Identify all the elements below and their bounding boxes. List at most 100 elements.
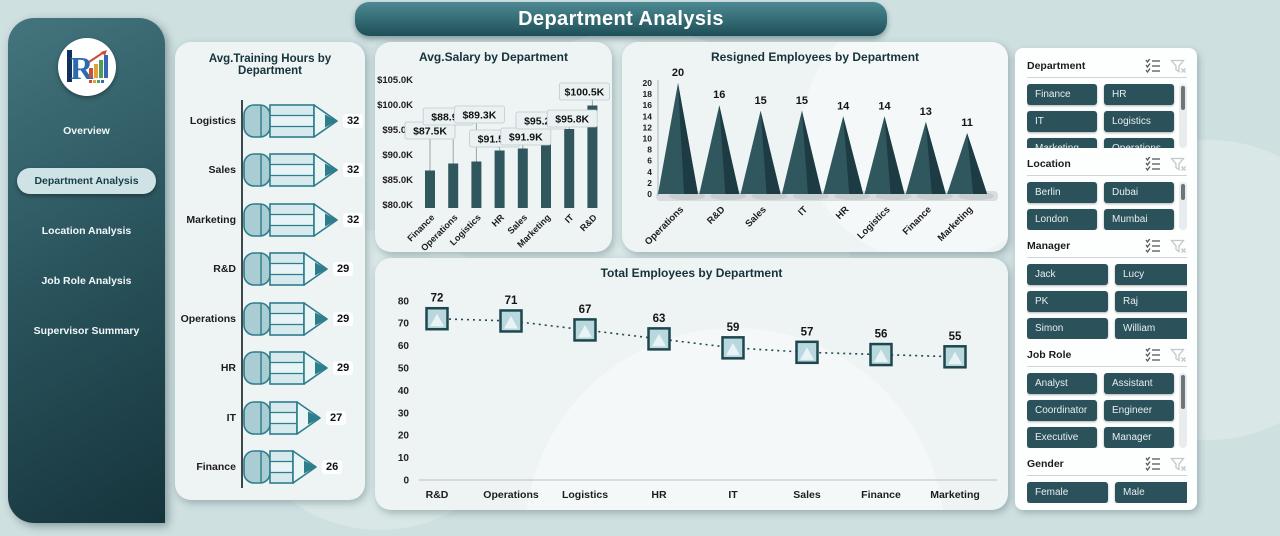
slicer-option-simon[interactable]: Simon (1027, 318, 1108, 339)
salary-bar-operations[interactable] (448, 163, 459, 209)
slicer-option-berlin[interactable]: Berlin (1027, 182, 1097, 203)
slicer-option-assistant[interactable]: Assistant (1104, 373, 1174, 394)
data-label: $89.3K (462, 110, 496, 122)
slicer-option-it[interactable]: IT (1027, 111, 1097, 132)
pencil-bar[interactable] (243, 103, 338, 138)
slicer-option-lucy[interactable]: Lucy (1115, 264, 1187, 285)
total-chart-title: Total Employees by Department (600, 266, 783, 280)
salary-bar-logistics[interactable] (471, 161, 482, 209)
slicer-option-analyst[interactable]: Analyst (1027, 373, 1097, 394)
data-label: $100.5K (565, 87, 605, 99)
slicer-option-jack[interactable]: Jack (1027, 264, 1108, 285)
salary-chart-card: Avg.Salary by Department $105.0K $100.0K $… (375, 42, 612, 252)
category-label: Logistics (189, 114, 236, 127)
sidebar-item-department-analysis[interactable]: Department Analysis (17, 168, 156, 194)
slicer-option-london[interactable]: London (1027, 209, 1097, 230)
multi-select-icon[interactable] (1145, 59, 1161, 73)
multi-select-icon[interactable] (1145, 157, 1161, 171)
salary-bar-sales[interactable] (517, 148, 528, 209)
clear-filter-icon[interactable] (1170, 239, 1187, 254)
slicer-option-logistics[interactable]: Logistics (1104, 111, 1174, 132)
data-label: $87.5K (413, 126, 447, 138)
slicer-option-dubai[interactable]: Dubai (1104, 182, 1174, 203)
category-label: R&D (213, 263, 236, 276)
slicer-title: Department (1027, 60, 1086, 72)
salary-bar-it[interactable] (564, 129, 575, 208)
sidebar-item-overview[interactable]: Overview (63, 125, 110, 137)
slicer-option-coordinator[interactable]: Coordinator (1027, 400, 1097, 421)
value-label: 15 (796, 95, 808, 107)
x-tick-label: IT (796, 204, 810, 218)
salary-bar-hr[interactable] (494, 150, 505, 209)
training-row-hr[interactable]: HR 29 (179, 344, 363, 394)
slicer-panel: Department Finance HR IT Logistics Marketing O… (1015, 48, 1197, 510)
slicer-option-female[interactable]: Female (1027, 482, 1108, 503)
y-tick-label: $85.0K (382, 175, 413, 186)
clear-filter-icon[interactable] (1170, 59, 1187, 74)
slicer-option-hr[interactable]: HR (1104, 84, 1174, 105)
training-row-marketing[interactable]: Marketing 32 (179, 195, 364, 245)
slicer-scrollbar[interactable] (1179, 373, 1187, 448)
multi-select-icon[interactable] (1145, 348, 1161, 362)
y-tick-label: 10 (398, 453, 410, 464)
slicer-option-raj[interactable]: Raj (1115, 291, 1187, 312)
training-row-sales[interactable]: Sales 32 (179, 146, 364, 196)
clear-filter-icon[interactable] (1170, 348, 1187, 363)
y-tick-label: $95.0K (382, 125, 413, 136)
slicer-scrollbar[interactable] (1179, 182, 1187, 230)
slicer-option-marketing[interactable]: Marketing (1027, 138, 1097, 148)
pencil-bar[interactable] (243, 450, 317, 485)
salary-chart: $105.0K $100.0K $95.0K $90.0K $85.0K $80.0K $8… (377, 75, 610, 252)
pencil-bar[interactable] (243, 301, 328, 336)
training-row-logistics[interactable]: Logistics 32 (179, 96, 364, 146)
training-row-it[interactable]: IT 27 (179, 393, 363, 443)
x-tick-label: Logistics (562, 489, 608, 501)
sidebar-item-job-role-analysis[interactable]: Job Role Analysis (41, 275, 132, 287)
category-label: IT (226, 411, 236, 424)
slicer-option-operations[interactable]: Operations (1104, 138, 1174, 148)
slicer-option-finance[interactable]: Finance (1027, 84, 1097, 105)
slicer-option-engineer[interactable]: Engineer (1104, 400, 1174, 421)
training-row-finance[interactable]: Finance 26 (179, 443, 363, 493)
y-tick-label: 4 (647, 167, 652, 177)
y-tick-label: 10 (643, 134, 653, 144)
sidebar-item-supervisor-summary[interactable]: Supervisor Summary (33, 325, 140, 337)
slicer-option-manager[interactable]: Manager (1104, 427, 1174, 448)
pencil-bar[interactable] (243, 351, 328, 386)
slicer-option-executive[interactable]: Executive (1027, 427, 1097, 448)
salary-chart-title: Avg.Salary by Department (419, 50, 568, 64)
value-label: 59 (727, 322, 740, 334)
y-tick-label: 50 (398, 364, 410, 375)
clear-filter-icon[interactable] (1170, 457, 1187, 472)
slicer-option-pk[interactable]: PK (1027, 291, 1108, 312)
salary-bar-marketing[interactable] (541, 132, 551, 208)
x-tick-label: R&D (705, 204, 727, 226)
x-tick-label: HR (834, 204, 852, 222)
x-tick-label: Finance (901, 204, 934, 237)
value-label: 14 (837, 100, 850, 112)
salary-bar-finance[interactable] (425, 170, 435, 209)
pencil-bar[interactable] (243, 153, 338, 188)
y-tick-label: 0 (647, 189, 652, 199)
value-label: 72 (431, 293, 444, 305)
y-tick-label: 2 (647, 178, 652, 188)
clear-filter-icon[interactable] (1170, 157, 1187, 172)
training-row-r-d[interactable]: R&D 29 (179, 245, 363, 295)
pencil-bar[interactable] (243, 252, 328, 287)
slicer-option-william[interactable]: William (1115, 318, 1187, 339)
slicer-scrollbar[interactable] (1179, 84, 1187, 148)
sidebar-item-location-analysis[interactable]: Location Analysis (41, 225, 132, 237)
training-row-operations[interactable]: Operations 29 (179, 294, 363, 344)
training-rows: Logistics 32 Sales 32 Marketing 32 R&D (179, 96, 364, 493)
training-chart-axis (241, 100, 243, 488)
multi-select-icon[interactable] (1145, 457, 1161, 471)
multi-select-icon[interactable] (1145, 239, 1161, 253)
slicer-option-mumbai[interactable]: Mumbai (1104, 209, 1174, 230)
value-label: 14 (878, 100, 891, 112)
slicer-option-male[interactable]: Male (1115, 482, 1187, 503)
slicer-manager: Manager Jack Lucy PK Raj Simon William (1027, 237, 1187, 339)
x-tick-label: Marketing (930, 489, 980, 501)
pencil-bar[interactable] (243, 400, 321, 435)
salary-bar-r-d[interactable] (587, 105, 598, 209)
pencil-bar[interactable] (243, 202, 338, 237)
